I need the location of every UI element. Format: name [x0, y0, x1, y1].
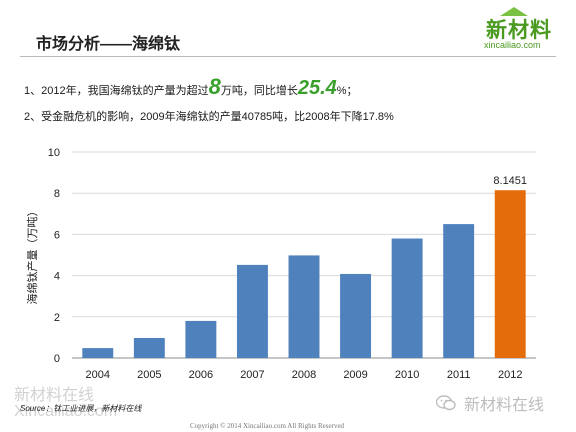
page-title: 市场分析——海绵钛: [36, 36, 181, 53]
y-tick-label: 4: [54, 271, 60, 283]
bar-2008: [288, 255, 320, 358]
logo-domain: xincailiao.com: [484, 40, 541, 50]
y-tick-label: 6: [54, 229, 60, 241]
y-tick-label: 0: [54, 353, 60, 365]
brand-logo[interactable]: 新材料 xincailiao.com: [478, 6, 564, 54]
x-tick-label: 2004: [86, 369, 110, 381]
bullet-1-text-c: %；: [336, 85, 358, 97]
wechat-name: 新材料在线: [464, 397, 545, 414]
x-tick-label: 2012: [498, 369, 522, 381]
x-tick-label: 2011: [447, 369, 471, 381]
watermark-line-2: Xincailiao.com: [14, 403, 118, 420]
watermark: 新材料在线 Xincailiao.com: [14, 388, 117, 420]
y-tick-label: 10: [48, 147, 60, 159]
bullet-1-text-b: 万吨，同比增长: [220, 85, 298, 97]
x-tick-label: 2008: [292, 369, 316, 381]
x-tick-label: 2005: [137, 369, 161, 381]
bar-2009: [340, 273, 372, 358]
source-note: Source：钛工业进展，新材料在线: [20, 404, 142, 413]
x-tick-label: 2007: [240, 369, 264, 381]
bar-2007: [236, 264, 268, 358]
bar-2012: [494, 190, 526, 358]
wechat-icon: [436, 395, 456, 411]
bullet-1-highlight-growth: 25.4: [297, 77, 337, 99]
bar-2004: [82, 348, 114, 358]
logo-roof-icon: [500, 7, 528, 16]
y-axis-title: 海绵钛产量（万吨）: [25, 206, 39, 305]
watermark-line-1: 新材料在线: [14, 387, 95, 404]
bar-2005: [133, 338, 165, 358]
bar-2010: [391, 238, 423, 358]
x-tick-label: 2009: [343, 369, 367, 381]
copyright-text: Copyright © 2014 Xincailiao.com All Righ…: [190, 422, 345, 430]
x-tick-label: 2010: [395, 369, 419, 381]
wechat-badge: 新材料在线: [436, 391, 544, 415]
y-tick-label: 2: [54, 312, 60, 324]
production-bar-chart: 0 2 4 6 8 10 海绵钛产量（万吨） 2004 2005 2006 2007 2008 2009…: [25, 147, 536, 381]
title-divider: [20, 56, 556, 57]
x-tick-label: 2006: [189, 369, 213, 381]
bullet-2: 2、受金融危机的影响，2009年海绵钛的产量40785吨，比2008年下降17.…: [24, 111, 394, 123]
data-label: 8.1451: [493, 175, 527, 187]
bullet-1-text-a: 1、2012年，我国海绵钛的产量为超过: [24, 85, 209, 97]
bullet-1-highlight-8: 8: [208, 74, 221, 99]
bullet-1: 1、2012年，我国海绵钛的产量为超过8万吨，同比增长25.4%；: [24, 74, 358, 100]
y-tick-label: 8: [54, 188, 60, 200]
bar-2006: [185, 320, 217, 358]
logo-text: 新材料: [486, 19, 552, 42]
bar-2011: [443, 224, 475, 358]
